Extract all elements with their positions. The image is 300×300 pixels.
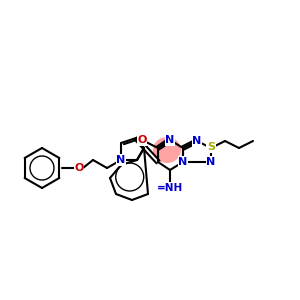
Text: =NH: =NH <box>157 183 183 193</box>
Ellipse shape <box>153 137 181 163</box>
Text: S: S <box>207 142 215 152</box>
Text: N: N <box>192 136 202 146</box>
Text: N: N <box>178 157 188 167</box>
Text: O: O <box>137 135 147 145</box>
Text: N: N <box>165 135 175 145</box>
Text: N: N <box>116 155 126 165</box>
Text: O: O <box>74 163 84 173</box>
Text: N: N <box>206 157 216 167</box>
